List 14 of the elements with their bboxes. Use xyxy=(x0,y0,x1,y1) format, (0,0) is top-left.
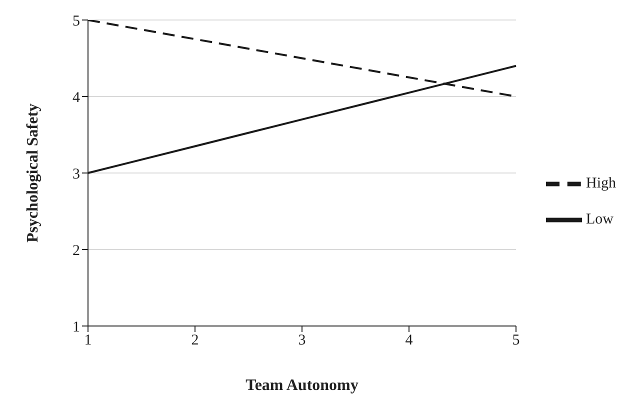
x-tick-label: 3 xyxy=(298,332,306,349)
x-tick-label: 2 xyxy=(191,332,199,349)
x-tick-label: 5 xyxy=(512,332,520,349)
legend-label: Low xyxy=(586,211,614,228)
y-tick-label: 3 xyxy=(72,166,80,182)
y-tick-label: 1 xyxy=(72,319,80,336)
legend-label: High xyxy=(586,175,616,192)
x-tick-label: 4 xyxy=(405,332,414,349)
y-tick-label: 4 xyxy=(72,90,80,106)
y-tick-label: 2 xyxy=(72,242,80,259)
x-axis-title: Team Autonomy xyxy=(246,377,358,394)
y-axis-title: Psychological Safety xyxy=(24,103,42,243)
x-tick-label: 1 xyxy=(84,332,92,349)
y-tick-label: 5 xyxy=(72,13,80,30)
